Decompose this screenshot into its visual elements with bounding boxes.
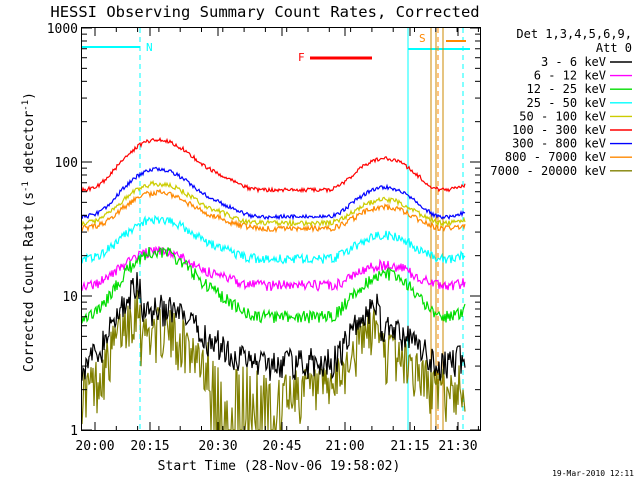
y-tick-label: 10	[62, 290, 78, 305]
series-line	[81, 214, 466, 265]
series-line	[81, 245, 466, 292]
saa-label: S	[419, 32, 426, 45]
flare-label: F	[298, 51, 305, 64]
legend-entry-label: 7000 - 20000 keV	[490, 164, 606, 178]
x-tick-label: 20:15	[130, 439, 169, 454]
series-line	[81, 247, 466, 324]
legend-entry-label: 800 - 7000 keV	[505, 150, 606, 164]
series-line	[81, 188, 466, 234]
legend-entry-label: 3 - 6 keV	[541, 55, 606, 69]
x-tick-label: 21:00	[325, 439, 364, 454]
x-tick-label: 20:00	[75, 439, 114, 454]
y-tick-label: 100	[55, 156, 78, 171]
legend-entry-label: 300 - 800 keV	[512, 137, 606, 151]
legend-header-1: Det 1,3,4,5,6,9,	[516, 27, 632, 41]
x-tick-label: 21:30	[438, 439, 477, 454]
legend-header-2: Att 0	[596, 41, 632, 55]
plot-frame	[81, 27, 481, 431]
x-tick-label: 20:45	[262, 439, 301, 454]
series-line	[81, 136, 466, 194]
series-line	[81, 179, 466, 228]
legend-entry-label: 25 - 50 keV	[527, 96, 606, 110]
series-line	[81, 290, 466, 431]
series-line	[81, 272, 466, 381]
legend-entry-label: 12 - 25 keV	[527, 82, 606, 96]
series-line	[81, 166, 466, 221]
legend-entry-label: 50 - 100 keV	[519, 109, 606, 123]
x-axis-label: Start Time (28-Nov-06 19:58:02)	[158, 459, 401, 474]
chart-title: HESSI Observing Summary Count Rates, Cor…	[50, 3, 479, 21]
legend-entry-label: 100 - 300 keV	[512, 123, 606, 137]
x-tick-label: 20:30	[198, 439, 237, 454]
y-axis-label: Corrected Count Rate (s-1 detector-1)	[21, 92, 37, 372]
legend-entry-label: 6 - 12 keV	[534, 69, 606, 83]
night-label: N	[146, 41, 153, 54]
x-tick-label: 21:15	[390, 439, 429, 454]
y-tick-label: 1000	[47, 22, 78, 37]
y-tick-label: 1	[70, 424, 78, 439]
timestamp: 19-Mar-2010 12:11	[552, 469, 634, 478]
